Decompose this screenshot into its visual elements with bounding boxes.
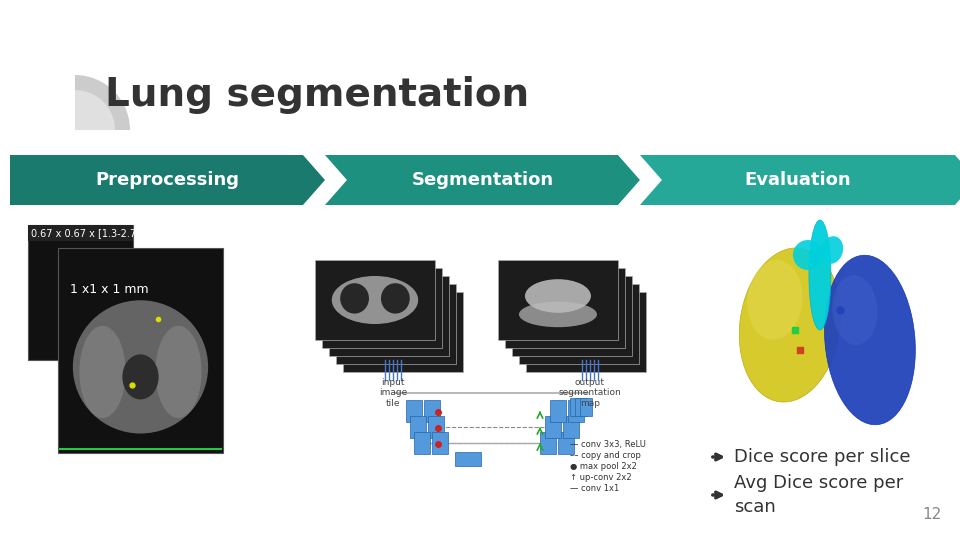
FancyBboxPatch shape: [540, 432, 556, 454]
FancyBboxPatch shape: [568, 400, 584, 422]
FancyBboxPatch shape: [28, 225, 133, 360]
FancyBboxPatch shape: [414, 432, 430, 454]
FancyBboxPatch shape: [343, 292, 463, 372]
FancyBboxPatch shape: [550, 400, 566, 422]
Ellipse shape: [832, 275, 877, 345]
FancyBboxPatch shape: [575, 398, 587, 416]
FancyBboxPatch shape: [315, 260, 435, 340]
FancyBboxPatch shape: [498, 260, 618, 340]
Text: Evaluation: Evaluation: [744, 171, 851, 189]
FancyBboxPatch shape: [329, 276, 449, 356]
Text: — conv 3x3, ReLU: — conv 3x3, ReLU: [570, 440, 646, 449]
Text: Lung segmentation: Lung segmentation: [105, 76, 529, 114]
Text: 1 x1 x 1 mm: 1 x1 x 1 mm: [70, 283, 149, 296]
Wedge shape: [75, 75, 130, 130]
Wedge shape: [75, 90, 115, 130]
FancyBboxPatch shape: [563, 416, 579, 438]
Text: input
image
tile: input image tile: [379, 378, 407, 408]
FancyBboxPatch shape: [570, 398, 582, 416]
Ellipse shape: [809, 220, 831, 330]
Text: 0.67 x 0.67 x [1.3-2.7] mm: 0.67 x 0.67 x [1.3-2.7] mm: [31, 228, 162, 238]
Polygon shape: [640, 155, 960, 205]
Ellipse shape: [825, 255, 916, 425]
Ellipse shape: [122, 354, 158, 400]
Text: –– copy and crop: –– copy and crop: [570, 451, 641, 460]
Text: Avg Dice score per
scan: Avg Dice score per scan: [734, 474, 903, 516]
FancyBboxPatch shape: [336, 284, 456, 364]
FancyBboxPatch shape: [455, 452, 481, 466]
FancyBboxPatch shape: [519, 284, 639, 364]
Ellipse shape: [156, 326, 202, 418]
Text: output
segmentation
map: output segmentation map: [559, 378, 621, 408]
FancyBboxPatch shape: [28, 225, 133, 241]
Polygon shape: [325, 155, 640, 205]
Ellipse shape: [747, 260, 803, 340]
Ellipse shape: [80, 326, 126, 418]
FancyBboxPatch shape: [322, 268, 442, 348]
Ellipse shape: [381, 283, 410, 314]
FancyBboxPatch shape: [410, 416, 426, 438]
FancyBboxPatch shape: [545, 416, 561, 438]
Text: ● max pool 2x2: ● max pool 2x2: [570, 462, 636, 471]
Ellipse shape: [739, 248, 841, 402]
FancyBboxPatch shape: [580, 398, 592, 416]
Text: Dice score per slice: Dice score per slice: [734, 448, 910, 466]
Ellipse shape: [821, 236, 843, 264]
FancyBboxPatch shape: [428, 416, 444, 438]
FancyBboxPatch shape: [526, 292, 646, 372]
Ellipse shape: [793, 240, 823, 270]
Ellipse shape: [340, 283, 369, 314]
Ellipse shape: [525, 279, 591, 313]
FancyBboxPatch shape: [558, 432, 574, 454]
FancyBboxPatch shape: [424, 400, 440, 422]
Text: 12: 12: [923, 507, 942, 522]
FancyBboxPatch shape: [58, 248, 223, 453]
Text: — conv 1x1: — conv 1x1: [570, 484, 619, 493]
FancyBboxPatch shape: [432, 432, 448, 454]
FancyBboxPatch shape: [505, 268, 625, 348]
Ellipse shape: [519, 302, 597, 327]
Ellipse shape: [332, 276, 419, 324]
FancyBboxPatch shape: [512, 276, 632, 356]
Polygon shape: [10, 155, 325, 205]
Ellipse shape: [73, 300, 208, 434]
Text: Preprocessing: Preprocessing: [95, 171, 239, 189]
FancyBboxPatch shape: [406, 400, 422, 422]
Text: Segmentation: Segmentation: [412, 171, 554, 189]
Text: ↑ up-conv 2x2: ↑ up-conv 2x2: [570, 473, 632, 482]
